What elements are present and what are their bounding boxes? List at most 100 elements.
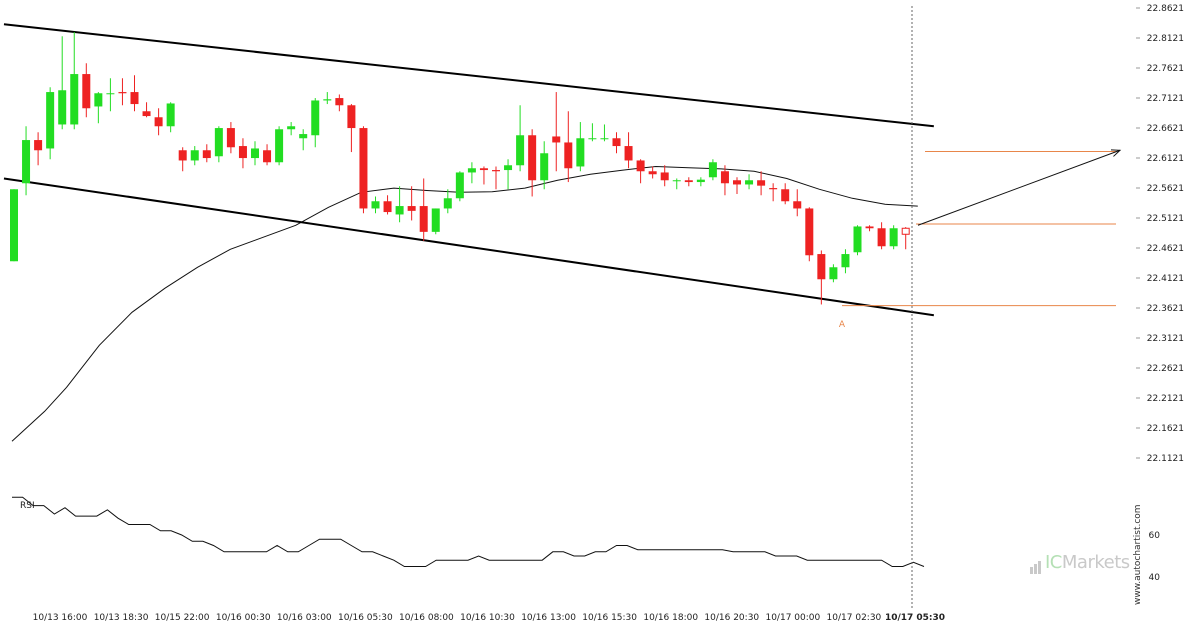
candle-body [504,165,513,171]
y-tick-label: 22.2621 [1147,364,1184,374]
candle [106,78,115,112]
x-axis-ticks: 10/13 16:00 10/13 18:30 10/15 22:00 10/16 0… [33,613,945,623]
candle-body [684,180,693,183]
candle-body [311,100,320,136]
candle [431,208,440,235]
candle-body [251,148,259,159]
candle-body [660,172,669,181]
candle [467,162,476,184]
candle [853,225,862,256]
candle-body [588,138,597,140]
candle-body [214,128,223,157]
candle [564,111,573,183]
candle [58,36,67,130]
candle [877,222,886,250]
candle [118,78,127,106]
candles [10,32,910,305]
x-tick-label: 10/15 22:00 [155,613,210,623]
candle [395,186,404,223]
candle [359,126,368,214]
candle [154,108,163,136]
rsi-label: RSI [20,501,35,511]
candle [865,225,874,232]
channel-lower-line [3,177,934,317]
y-tick-label: 22.6621 [1147,124,1184,134]
candle-body [10,189,18,262]
y-tick-label: 22.1121 [1147,454,1184,464]
candle [407,186,416,221]
candle [10,189,18,262]
rsi-tick-label: 40 [1149,573,1161,583]
candle [455,171,464,202]
y-tick-label: 22.4121 [1147,274,1184,284]
candle [202,144,211,163]
candle-body [745,180,754,185]
candle [805,207,814,262]
x-tick-label: 10/17 00:00 [765,613,820,623]
candle-body [769,188,778,190]
x-tick-label: 10/16 00:30 [216,613,271,623]
candle-body [720,171,729,184]
candle-body [335,98,344,106]
moving-average-line [11,165,918,442]
candle-body [865,226,874,229]
candle [142,102,151,118]
candle-body [359,128,368,209]
candle [492,166,500,190]
candle-body [540,153,549,181]
candle [22,126,31,196]
candle [166,102,175,133]
candle-body [696,179,705,183]
candle [504,159,513,190]
candle [769,183,778,202]
candle [479,166,488,185]
rsi-panel: RSI 60 40 [12,496,1161,583]
candle [419,178,428,241]
arrow-head-icon [1110,149,1122,157]
candle [600,124,609,142]
channel-lines [3,23,934,317]
y-tick-label: 22.5621 [1147,184,1184,194]
x-tick-label: 10/16 03:00 [277,613,332,623]
y-tick-label: 22.3621 [1147,304,1184,314]
candle-body [757,180,766,186]
candle-body [82,74,91,109]
candle-body [154,117,163,127]
candle-body [636,160,645,172]
y-tick-label: 22.3121 [1147,334,1184,344]
candle-body [407,206,416,211]
candle-body [142,111,151,117]
candle-body [118,92,127,94]
candle [576,122,585,172]
candle [612,132,621,154]
candle-body [371,201,380,209]
candle-body [130,92,139,105]
x-tick-label: 10/17 02:30 [827,613,882,623]
rsi-line [12,496,925,567]
candle [323,92,332,105]
y-tick-label: 22.8121 [1147,34,1184,44]
candle [347,104,356,153]
candle [226,122,235,154]
candle-body [58,90,67,125]
candle [275,126,284,166]
candle-body [46,92,55,149]
candle [588,123,597,142]
candle-body [275,129,284,163]
x-tick-label: 10/16 10:30 [460,613,515,623]
y-tick-label: 22.1621 [1147,424,1184,434]
candle [901,227,910,250]
y-tick-label: 22.4621 [1147,244,1184,254]
candle-body [733,180,741,185]
y-tick-label: 22.7121 [1147,94,1184,104]
candle [299,129,308,151]
candle [684,177,693,187]
candle [190,146,199,166]
candle [636,159,645,184]
candle-body [877,228,886,247]
candle [214,126,223,163]
candle-body [600,138,609,140]
candle-body [287,126,296,130]
credit-text: www.autochartist.com [1133,504,1143,605]
